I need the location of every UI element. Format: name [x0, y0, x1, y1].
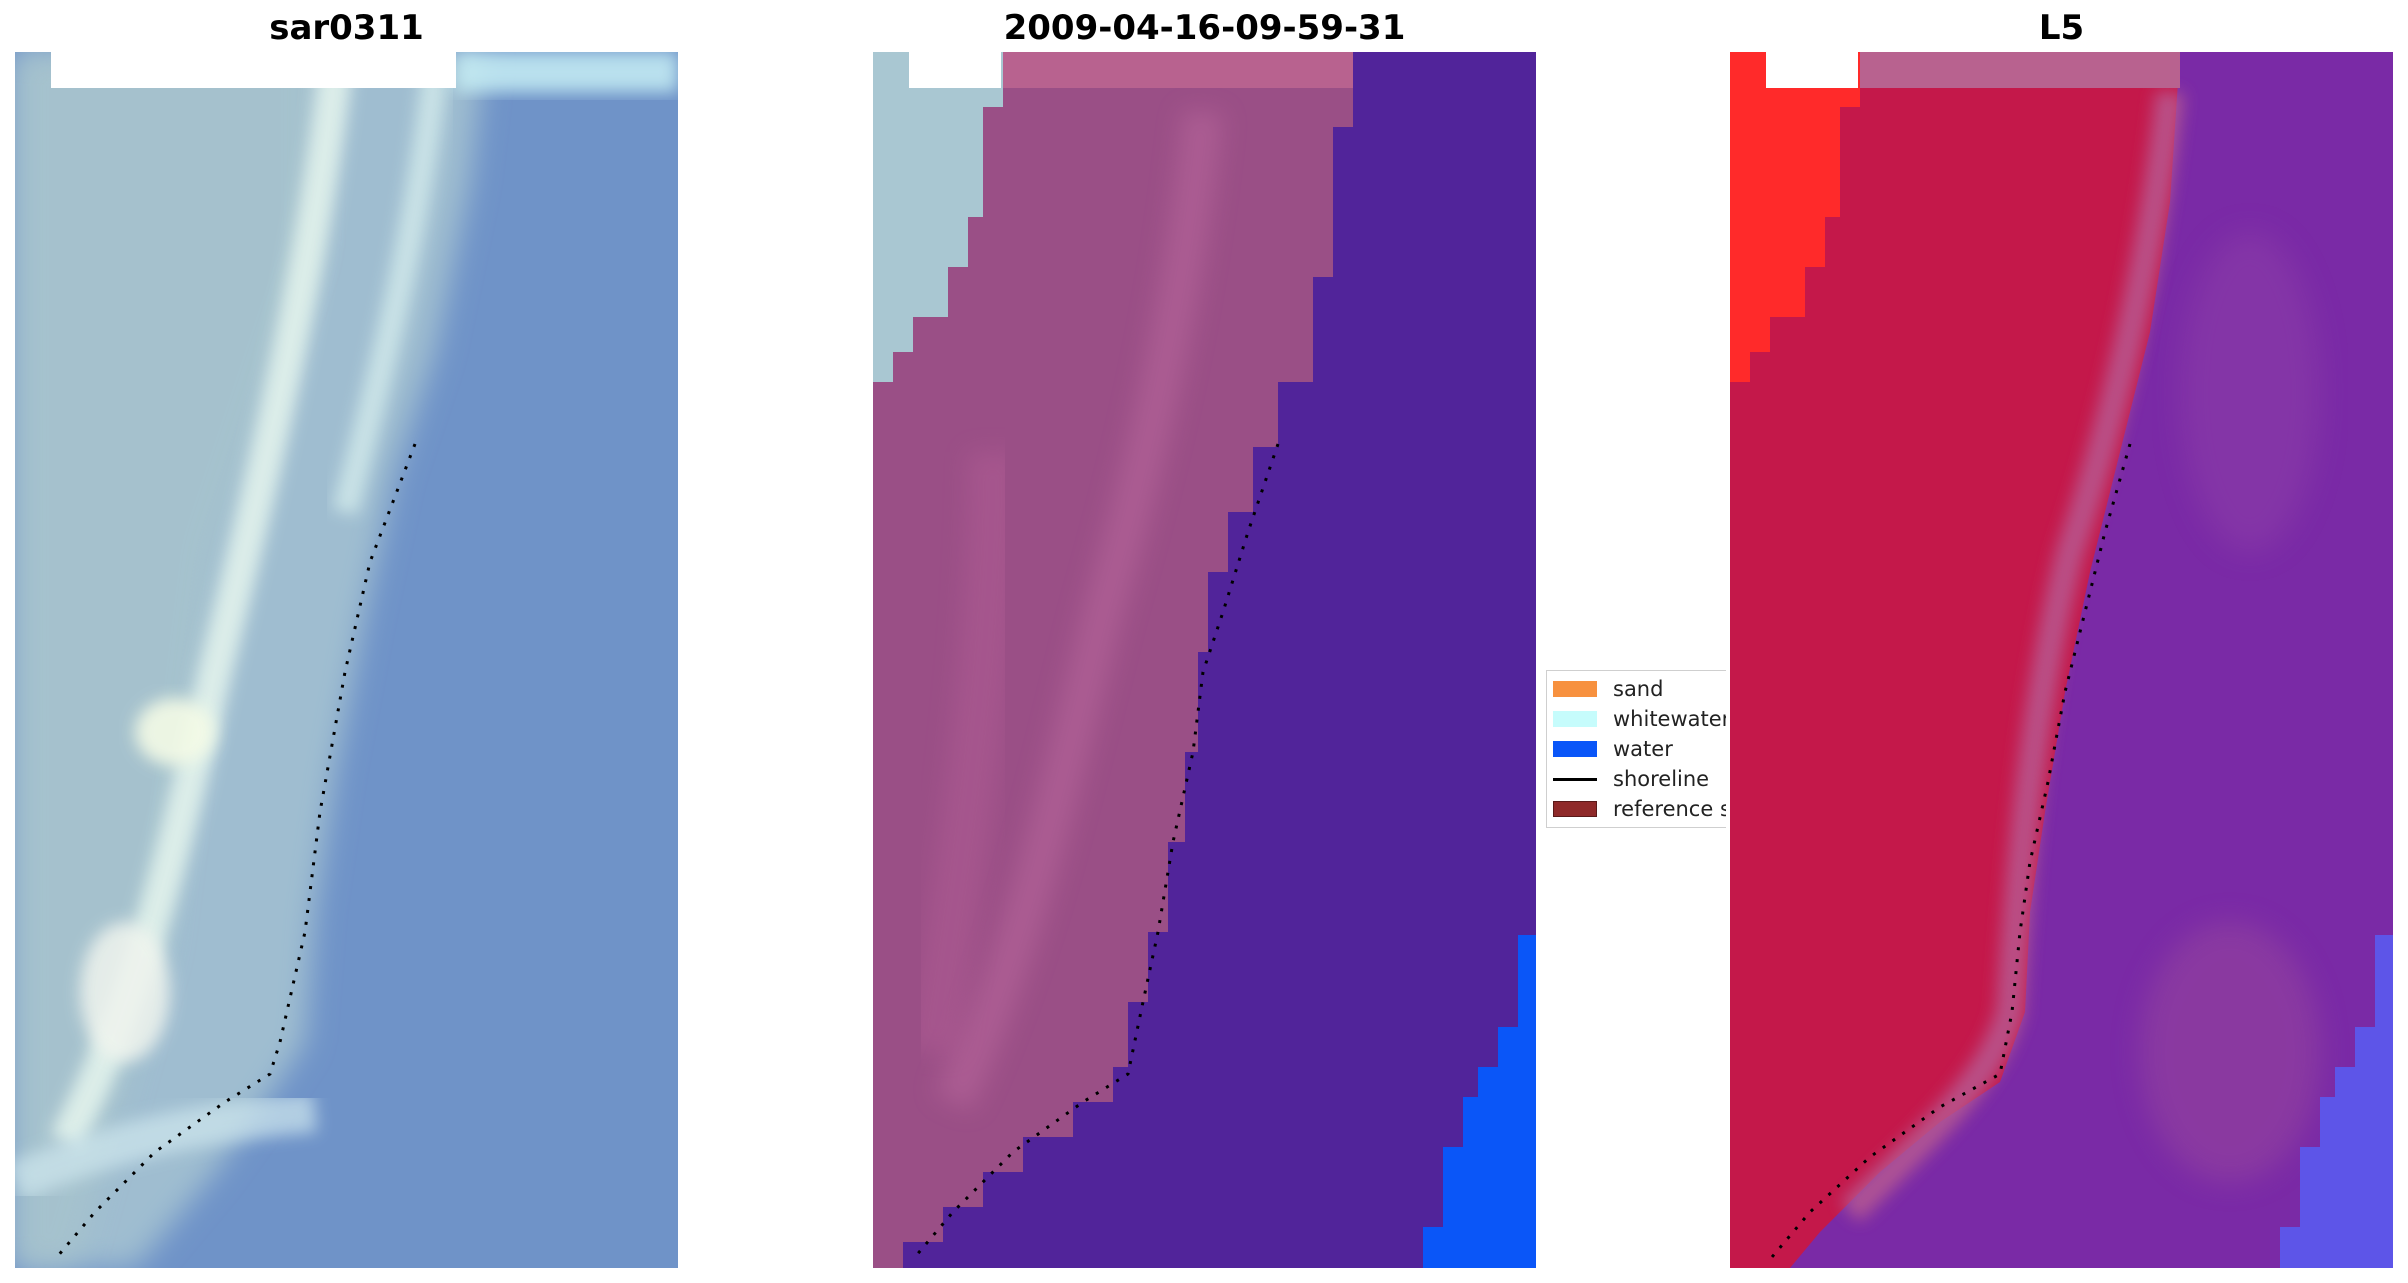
beach-texture — [934, 110, 1223, 1111]
sand-swatch — [1553, 681, 1597, 697]
legend-label-sand: sand — [1613, 677, 1664, 701]
panel-title-sar0311: sar0311 — [269, 8, 424, 48]
whitewater-band — [332, 70, 448, 516]
legend-item-whitewater: whitewater — [1553, 704, 1726, 734]
shoreline — [913, 443, 1280, 1258]
water-body-class — [1423, 935, 1536, 1268]
nodata-mask — [1766, 52, 1858, 88]
legend-item-sand: sand — [1553, 674, 1663, 704]
rgb-image-panel — [15, 52, 678, 1268]
shoreline-swatch — [1553, 777, 1597, 781]
sand-strip — [1003, 52, 1353, 88]
water-texture — [2140, 922, 2320, 1182]
l5-image — [1730, 52, 2393, 1268]
blue-water-patch — [2280, 935, 2393, 1268]
legend-item-shoreline: shoreline — [1553, 764, 1709, 794]
legend-label-whitewater: whitewater — [1613, 707, 1726, 731]
panel-title-l5: L5 — [2038, 8, 2085, 48]
whitewater-swatch — [1553, 711, 1597, 727]
swash-zone — [1840, 90, 2184, 1222]
legend-item-reference: reference s — [1553, 794, 1726, 824]
panel-title-date: 2009-04-16-09-59-31 — [1003, 8, 1406, 48]
legend-label-water: water — [1613, 737, 1673, 761]
whitewater-patch — [80, 922, 170, 1062]
legend-label-reference: reference s — [1613, 797, 1726, 821]
bright-patch — [455, 52, 678, 92]
l5-image-panel — [1730, 52, 2393, 1268]
legend-label-shoreline: shoreline — [1613, 767, 1710, 791]
red-patch — [1730, 52, 1860, 382]
water-texture — [2180, 232, 2320, 552]
legend: sand whitewater water shoreline referenc… — [1546, 670, 1726, 828]
reference-swatch — [1553, 801, 1597, 817]
nodata-mask — [909, 52, 1001, 88]
rgb-image — [15, 52, 678, 1268]
beach-texture — [908, 451, 1018, 1056]
water-swatch — [1553, 741, 1597, 757]
whitewater-band — [15, 1092, 317, 1201]
whitewater-patch — [135, 698, 215, 766]
nodata-mask — [51, 52, 456, 88]
classified-image-panel — [873, 52, 1536, 1268]
pink-strip — [1860, 52, 2180, 88]
whitewater-class — [873, 52, 1003, 382]
classified-image — [873, 52, 1536, 1268]
land-area — [1730, 52, 2180, 1268]
legend-item-water: water — [1553, 734, 1673, 764]
